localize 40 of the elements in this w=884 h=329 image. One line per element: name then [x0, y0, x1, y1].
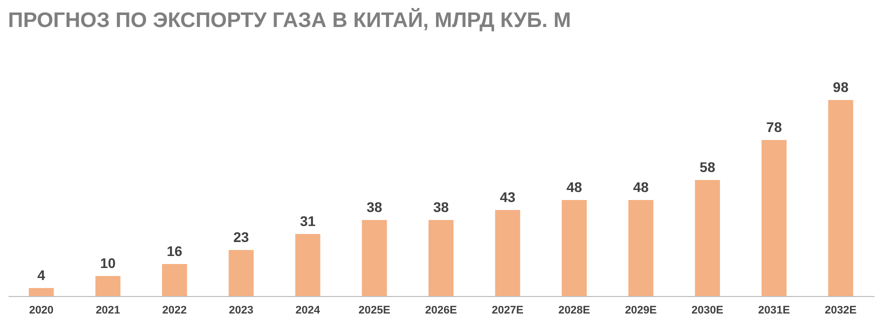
data-label: 43 — [500, 189, 516, 205]
x-tick-label: 2024 — [296, 304, 321, 316]
bar — [95, 276, 120, 296]
x-tick-label: 2029E — [624, 304, 657, 316]
data-label: 38 — [433, 199, 449, 215]
x-tick-label: 2031E — [758, 304, 790, 316]
data-label: 10 — [100, 255, 116, 271]
x-tick-label: 2030E — [692, 304, 724, 316]
bar — [762, 140, 787, 296]
bar — [428, 220, 454, 296]
bar — [694, 180, 720, 296]
x-tick-label: 2026E — [425, 304, 457, 316]
data-label: 48 — [633, 179, 649, 195]
x-tick-label: 2032E — [824, 304, 857, 316]
x-tick-label: 2028E — [558, 304, 590, 316]
bar — [628, 200, 654, 296]
bar — [828, 100, 854, 296]
data-label: 38 — [366, 199, 382, 215]
bar — [28, 288, 54, 296]
bar — [295, 234, 320, 296]
x-tick-label: 2020 — [29, 304, 54, 316]
chart-title: ПРОГНОЗ ПО ЭКСПОРТУ ГАЗА В КИТАЙ, МЛРД КУБ. М — [8, 7, 571, 32]
data-label: 98 — [832, 79, 849, 95]
bar — [562, 200, 587, 296]
data-label: 23 — [233, 229, 250, 245]
data-label: 16 — [166, 243, 183, 259]
bar — [495, 210, 520, 296]
x-tick-label: 2023 — [228, 304, 254, 316]
x-tick-label: 2021 — [96, 304, 120, 316]
bar — [362, 220, 387, 296]
data-label: 31 — [300, 213, 316, 229]
bar — [228, 250, 254, 296]
x-tick-label: 2025E — [358, 304, 390, 316]
data-label: 4 — [37, 267, 46, 283]
x-tick-label: 2027E — [492, 304, 524, 316]
bar — [162, 264, 188, 296]
x-tick-label: 2022 — [162, 304, 187, 316]
data-label: 58 — [700, 159, 716, 175]
data-label: 48 — [566, 179, 582, 195]
data-label: 78 — [766, 119, 782, 135]
